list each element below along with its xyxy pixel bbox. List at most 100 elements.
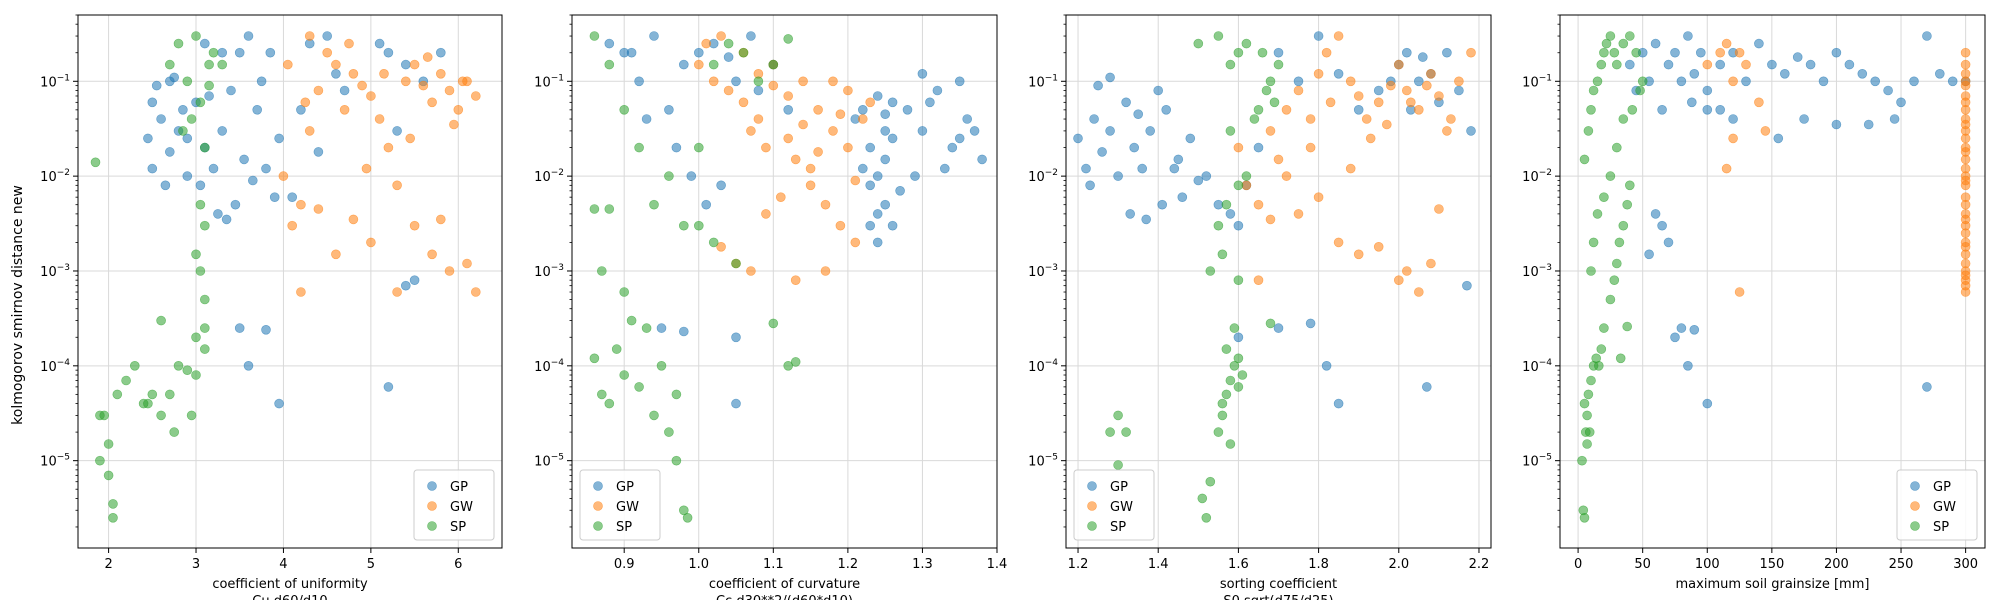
data-point-gw <box>383 142 394 153</box>
y-tick-label: 10−3 <box>534 263 564 280</box>
y-tick-label: 10−2 <box>1028 168 1058 185</box>
data-point-gp <box>1689 324 1700 335</box>
data-point-gw <box>1345 76 1356 87</box>
data-point-sp <box>173 38 184 49</box>
data-point-gp <box>1650 38 1661 49</box>
data-point-gp <box>932 85 943 96</box>
y-tick-label: 10−2 <box>40 168 70 185</box>
data-point-gw <box>470 287 481 297</box>
x-tick-label: 2 <box>104 557 112 572</box>
data-point-gp <box>287 192 298 202</box>
data-point-gw <box>313 204 324 214</box>
data-point-gp <box>435 47 446 58</box>
data-point-sp <box>208 47 219 58</box>
data-point-sp <box>678 505 689 516</box>
data-point-gw <box>1960 119 1971 130</box>
data-point-sp <box>626 315 637 326</box>
series-gw <box>1702 38 1971 297</box>
data-point-sp <box>1201 512 1212 523</box>
data-point-gp <box>1909 76 1919 87</box>
data-point-gp <box>1683 31 1693 41</box>
data-point-sp <box>790 357 801 367</box>
data-point-gp <box>1728 114 1738 124</box>
data-point-gp <box>1754 38 1764 49</box>
data-point-gw <box>1960 228 1971 238</box>
y-axis-label: kolmogorov smirnov distance new <box>10 185 26 425</box>
data-point-gp <box>1676 323 1687 333</box>
data-point-gw <box>790 275 801 286</box>
data-point-gp <box>939 163 950 174</box>
data-point-sp <box>1249 114 1260 124</box>
data-point-sp <box>783 34 794 44</box>
series-sp <box>1577 31 1648 523</box>
data-point-gp <box>1702 105 1713 115</box>
data-point-gw <box>427 97 437 108</box>
x-tick-label: 6 <box>454 557 462 572</box>
data-point-gp <box>1233 220 1244 231</box>
data-point-gw <box>1253 275 1264 286</box>
data-point-gp <box>887 220 898 231</box>
data-point-gp <box>880 154 891 165</box>
data-point-sp <box>708 59 719 70</box>
legend-marker-gw <box>593 501 603 511</box>
data-point-gp <box>296 105 306 115</box>
data-point-gp <box>1161 105 1171 115</box>
data-point-gp <box>716 180 726 191</box>
data-point-sp <box>693 142 704 153</box>
data-point-gp <box>1663 59 1674 70</box>
data-point-gw <box>422 52 433 62</box>
data-point-gp <box>1414 76 1424 87</box>
data-point-gw <box>857 114 868 124</box>
data-point-gw <box>775 192 786 202</box>
data-point-gp <box>409 275 420 286</box>
data-point-sp <box>619 105 630 115</box>
data-point-sp <box>1257 47 1268 58</box>
data-point-gw <box>304 31 315 41</box>
data-point-gp <box>626 47 637 58</box>
x-tick-label: 250 <box>1889 557 1914 572</box>
data-point-gw <box>1361 114 1372 124</box>
data-point-gp <box>1081 163 1091 174</box>
data-point-gp <box>1321 360 1332 371</box>
data-point-gw <box>1960 59 1971 70</box>
y-tick-label: 10−4 <box>40 358 70 375</box>
data-point-gp <box>269 192 280 202</box>
data-point-sp <box>1217 249 1228 260</box>
data-point-gp <box>1169 163 1180 174</box>
data-point-sp <box>1583 389 1594 400</box>
data-point-gp <box>925 97 935 108</box>
data-point-sp <box>1577 455 1587 466</box>
data-point-gw <box>444 266 455 276</box>
data-point-gw <box>1241 180 1252 191</box>
data-point-gw <box>1960 242 1971 252</box>
data-point-gp <box>895 186 905 196</box>
data-point-gw <box>783 133 794 144</box>
data-point-sp <box>108 499 118 509</box>
data-point-gp <box>1213 199 1224 210</box>
data-point-gp <box>1137 163 1147 174</box>
data-point-gp <box>392 126 402 136</box>
data-point-gp <box>1185 133 1196 144</box>
y-tick-label: 10−4 <box>534 358 564 375</box>
data-point-gp <box>604 38 615 49</box>
data-point-gw <box>1734 287 1745 297</box>
data-point-gp <box>1141 214 1151 225</box>
x-tick-label: 2.2 <box>1469 557 1490 572</box>
data-point-gp <box>256 76 267 87</box>
data-point-gp <box>678 326 689 337</box>
data-point-sp <box>596 266 607 276</box>
data-point-gw <box>278 171 289 181</box>
data-point-gw <box>322 47 333 58</box>
data-point-gw <box>296 287 306 297</box>
data-point-sp <box>596 389 607 400</box>
data-point-sp <box>682 512 693 523</box>
x-tick-label: 3 <box>192 557 200 572</box>
data-point-sp <box>178 126 188 136</box>
x-axis-label: maximum soil grainsize [mm] <box>1676 577 1870 592</box>
data-point-gw <box>805 180 816 191</box>
data-point-sp <box>1579 512 1590 523</box>
data-point-gw <box>753 114 764 124</box>
data-point-sp <box>195 97 206 108</box>
x-axis-label: coefficient of uniformity <box>212 577 368 592</box>
data-point-gp <box>147 97 158 108</box>
